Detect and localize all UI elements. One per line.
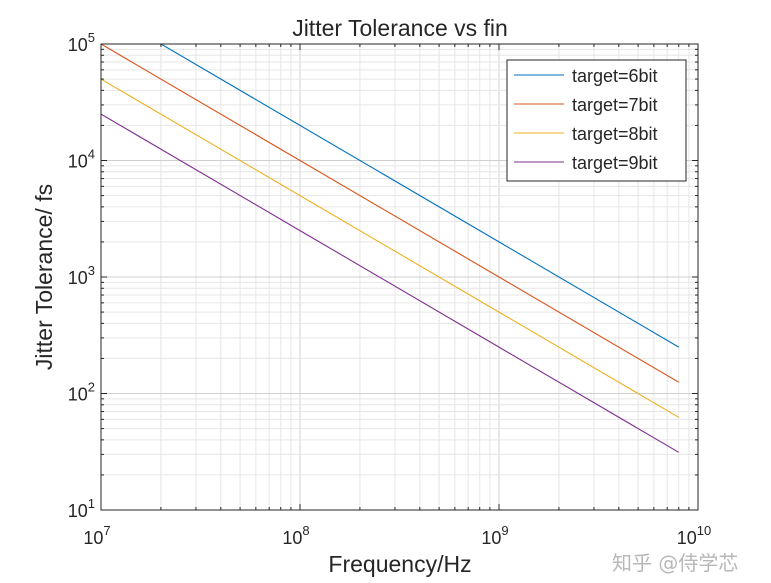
x-tick-exponent: 9 — [501, 523, 508, 538]
y-tick-exponent: 2 — [88, 380, 95, 395]
y-tick-exponent: 4 — [88, 147, 95, 162]
legend-label: target=9bit — [572, 153, 658, 173]
x-tick-base: 10 — [677, 528, 697, 548]
legend: target=6bit target=7bit target=8bit target=… — [506, 59, 687, 182]
x-tick-exponent: 7 — [103, 523, 110, 538]
y-tick-exponent: 3 — [88, 263, 95, 278]
y-tick-base: 10 — [68, 268, 88, 288]
x-tick-label: 1010 — [677, 523, 712, 548]
y-tick-exponent: 1 — [88, 496, 95, 511]
y-tick-base: 10 — [68, 385, 88, 405]
x-tick-label: 108 — [282, 523, 309, 548]
legend-label: target=8bit — [572, 124, 658, 144]
x-tick-exponent: 10 — [697, 523, 711, 538]
y-tick-exponent: 5 — [88, 30, 95, 45]
x-tick-label: 107 — [83, 523, 110, 548]
y-tick-base: 10 — [68, 35, 88, 55]
y-tick-label: 101 — [68, 496, 95, 521]
x-tick-base: 10 — [282, 528, 302, 548]
x-axis-label: Frequency/Hz — [328, 551, 471, 577]
series-lines — [101, 44, 679, 453]
watermark: 知乎 @侍学芯 — [612, 551, 739, 575]
legend-box — [506, 59, 687, 182]
series-line-target=6bit — [159, 44, 679, 348]
y-tick-label: 103 — [68, 263, 95, 288]
x-tick-exponent: 8 — [302, 523, 309, 538]
series-line-target=9bit — [101, 113, 679, 453]
chart-title: Jitter Tolerance vs fin — [292, 15, 508, 41]
x-tick-base: 10 — [83, 528, 103, 548]
y-tick-base: 10 — [68, 152, 88, 172]
y-axis-label: Jitter Tolerance/ fs — [31, 184, 57, 370]
y-tick-label: 104 — [68, 147, 95, 172]
legend-label: target=6bit — [572, 66, 658, 86]
series-line-target=8bit — [101, 78, 679, 418]
series-line-target=7bit — [101, 44, 679, 383]
legend-label: target=7bit — [572, 95, 658, 115]
y-tick-label: 102 — [68, 380, 95, 405]
x-tick-base: 10 — [481, 528, 501, 548]
y-tick-base: 10 — [68, 501, 88, 521]
x-tick-label: 109 — [481, 523, 508, 548]
y-tick-label: 105 — [68, 30, 95, 55]
